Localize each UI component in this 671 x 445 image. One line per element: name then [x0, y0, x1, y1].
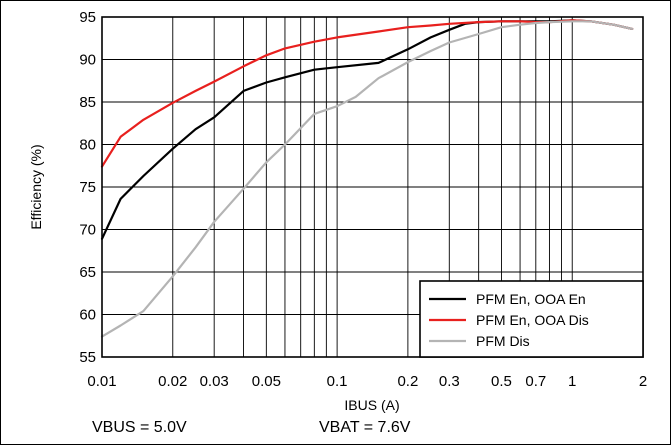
x-tick-labels: 0.01 0.02 0.03 0.05 0.1 0.2 0.3 0.5 0.7 1 2	[87, 373, 647, 390]
y-tick-label-3: 70	[79, 222, 96, 239]
y-tick-label-0: 55	[79, 349, 96, 366]
y-tick-label-2: 65	[79, 264, 96, 281]
legend-label-1: PFM En, OOA Dis	[476, 312, 589, 328]
y-tick-label-6: 85	[79, 94, 96, 111]
x-tick-label-0: 0.01	[87, 373, 116, 390]
x-tick-label-6: 0.3	[439, 373, 460, 390]
x-tick-label-7: 0.5	[491, 373, 512, 390]
x-tick-label-4: 0.1	[327, 373, 348, 390]
vbat-condition: VBAT = 7.6V	[319, 419, 411, 436]
y-tick-label-7: 90	[79, 52, 96, 69]
legend: PFM En, OOA En PFM En, OOA Dis PFM Dis	[419, 280, 644, 358]
series-line-2	[100, 20, 634, 338]
x-tick-label-1: 0.02	[158, 373, 187, 390]
legend-label-2: PFM Dis	[476, 333, 530, 349]
x-tick-label-10: 2	[639, 373, 647, 390]
x-tick-label-3: 0.05	[252, 373, 281, 390]
legend-label-0: PFM En, OOA En	[476, 291, 586, 307]
x-tick-label-2: 0.03	[200, 373, 229, 390]
vbus-condition: VBUS = 5.0V	[92, 419, 187, 436]
y-tick-label-8: 95	[79, 9, 96, 26]
x-tick-label-5: 0.2	[397, 373, 418, 390]
y-tick-label-4: 75	[79, 179, 96, 196]
y-tick-label-1: 60	[79, 307, 96, 324]
y-tick-labels: 55 60 65 70 75 80 85 90 95	[79, 9, 96, 366]
x-tick-label-8: 0.7	[525, 373, 546, 390]
y-axis-label: Efficiency (%)	[28, 144, 44, 229]
y-tick-label-5: 80	[79, 137, 96, 154]
plot-border	[101, 16, 644, 358]
x-tick-label-9: 1	[568, 373, 576, 390]
series-lines	[100, 19, 634, 338]
x-axis-label: IBUS (A)	[344, 397, 399, 413]
